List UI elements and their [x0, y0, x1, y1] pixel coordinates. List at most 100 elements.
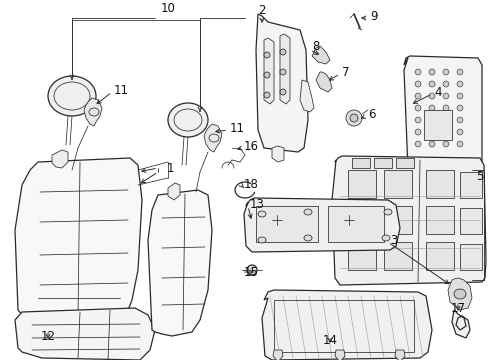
Ellipse shape [429, 117, 435, 123]
Ellipse shape [457, 81, 463, 87]
Bar [460, 208, 482, 234]
Bar [384, 170, 412, 198]
Bar [328, 206, 384, 242]
Bar [396, 158, 414, 168]
Text: 12: 12 [41, 329, 55, 342]
Polygon shape [273, 350, 283, 360]
Text: 7: 7 [342, 66, 349, 78]
Polygon shape [52, 150, 68, 168]
Polygon shape [448, 278, 472, 310]
Ellipse shape [304, 209, 312, 215]
Bar [426, 170, 454, 198]
Text: 15: 15 [244, 266, 259, 279]
Bar [348, 170, 376, 198]
Text: 4: 4 [434, 85, 441, 99]
Polygon shape [395, 350, 405, 360]
Polygon shape [332, 156, 486, 285]
Polygon shape [15, 308, 155, 360]
Ellipse shape [457, 69, 463, 75]
Text: 5: 5 [476, 170, 483, 183]
Ellipse shape [247, 265, 257, 275]
Bar [460, 244, 482, 270]
Ellipse shape [384, 209, 392, 215]
Polygon shape [84, 98, 102, 126]
Ellipse shape [443, 117, 449, 123]
Ellipse shape [264, 92, 270, 98]
Text: 3: 3 [390, 234, 397, 247]
Text: 9: 9 [370, 9, 377, 22]
Text: 8: 8 [312, 40, 319, 53]
Ellipse shape [280, 89, 286, 95]
Text: 17: 17 [450, 302, 465, 315]
Text: 10: 10 [161, 3, 175, 15]
Ellipse shape [457, 129, 463, 135]
Ellipse shape [258, 237, 266, 243]
Polygon shape [256, 14, 308, 152]
Text: 16: 16 [244, 139, 259, 153]
Ellipse shape [346, 110, 362, 126]
Ellipse shape [454, 289, 466, 299]
Ellipse shape [382, 235, 390, 241]
Text: 14: 14 [322, 333, 338, 346]
Ellipse shape [350, 114, 358, 122]
Polygon shape [316, 72, 332, 92]
Ellipse shape [429, 141, 435, 147]
Ellipse shape [280, 69, 286, 75]
Polygon shape [272, 146, 284, 162]
Bar [374, 158, 392, 168]
Polygon shape [15, 158, 142, 332]
Ellipse shape [457, 93, 463, 99]
Ellipse shape [264, 52, 270, 58]
Ellipse shape [429, 105, 435, 111]
Ellipse shape [429, 69, 435, 75]
Ellipse shape [415, 141, 421, 147]
Bar [274, 300, 414, 352]
Polygon shape [244, 198, 400, 252]
Ellipse shape [443, 69, 449, 75]
Ellipse shape [443, 81, 449, 87]
Polygon shape [264, 38, 274, 104]
Bar [352, 158, 370, 168]
Ellipse shape [429, 93, 435, 99]
Bar [424, 110, 452, 140]
Text: 2: 2 [258, 4, 266, 17]
Text: 6: 6 [368, 108, 375, 121]
Polygon shape [404, 56, 482, 170]
Ellipse shape [304, 235, 312, 241]
Polygon shape [312, 46, 330, 64]
Ellipse shape [415, 93, 421, 99]
Bar [348, 206, 376, 234]
Bar [384, 242, 412, 270]
Text: 11: 11 [114, 84, 129, 96]
Bar [384, 206, 412, 234]
Ellipse shape [443, 129, 449, 135]
Ellipse shape [415, 105, 421, 111]
Ellipse shape [443, 141, 449, 147]
Ellipse shape [457, 105, 463, 111]
Polygon shape [204, 124, 222, 152]
Text: 13: 13 [250, 198, 265, 211]
Bar [426, 242, 454, 270]
Text: 18: 18 [244, 177, 259, 190]
Ellipse shape [429, 81, 435, 87]
Ellipse shape [264, 72, 270, 78]
Ellipse shape [429, 129, 435, 135]
Polygon shape [262, 290, 432, 360]
Ellipse shape [280, 49, 286, 55]
Bar [256, 206, 318, 242]
Polygon shape [280, 34, 290, 104]
Ellipse shape [415, 81, 421, 87]
Ellipse shape [415, 69, 421, 75]
Text: 11: 11 [230, 122, 245, 135]
Bar [426, 206, 454, 234]
Polygon shape [168, 183, 180, 200]
Bar [348, 242, 376, 270]
Ellipse shape [48, 76, 96, 116]
Polygon shape [300, 80, 314, 112]
Ellipse shape [443, 105, 449, 111]
Text: 1: 1 [166, 162, 174, 175]
Ellipse shape [415, 117, 421, 123]
Ellipse shape [457, 141, 463, 147]
Ellipse shape [415, 129, 421, 135]
Ellipse shape [457, 117, 463, 123]
